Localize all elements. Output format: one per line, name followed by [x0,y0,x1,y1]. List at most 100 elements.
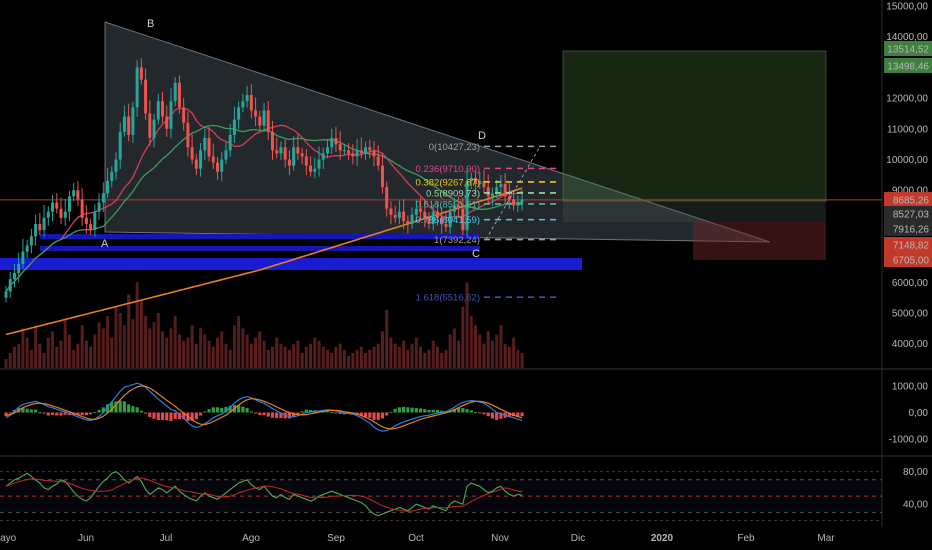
candle-body [173,82,177,102]
macd-histogram-bar [118,400,122,413]
candle-body [364,147,368,154]
macd-histogram-bar [431,409,435,413]
volume-bar [258,331,262,368]
candle-body [444,223,448,228]
volume-bar [262,340,266,368]
candle-body [385,187,389,209]
candle-body [46,211,50,218]
volume-bar [4,359,8,368]
volume-bar [372,346,376,368]
macd-histogram-bar [165,412,169,421]
volume-bar [334,346,338,368]
candle-body [262,110,266,126]
candle-body [211,156,215,163]
volume-bar [389,337,393,368]
volume-bar [59,340,63,368]
macd-histogram-bar [423,409,427,413]
volume-bar [342,349,346,368]
macd-histogram-bar [211,407,215,413]
macd-histogram-bar [292,412,296,417]
volume-bar [419,346,423,368]
macd-histogram-bar [105,404,110,413]
price-tag-bg [884,41,932,56]
candle-body [300,153,304,157]
volume-bar [34,325,38,368]
volume-bar [237,316,241,368]
candle-body [249,95,253,111]
volume-bar [469,316,473,368]
macd-histogram-bar [435,409,440,413]
candle-body [216,162,219,172]
candle-body [165,116,169,129]
candle-body [38,223,42,231]
candle-body [279,147,283,154]
candle-body [419,208,423,212]
macd-histogram-bar [220,408,224,413]
macd-histogram-bar [372,412,376,420]
candle-body [101,193,105,203]
time-axis-label: Feb [737,533,755,544]
volume-bar [241,328,245,368]
candle-body [325,147,329,154]
candle-body [292,147,296,166]
price-tag-bg [884,58,932,73]
macd-histogram-bar [80,412,84,416]
macd-histogram-bar [110,402,114,413]
candle-body [152,119,156,139]
candle-body [414,208,418,215]
volume-bar [38,343,42,368]
candle-body [139,67,143,80]
candle-body [283,147,287,160]
volume-bar [304,346,308,368]
macd-histogram-bar [427,409,431,413]
macd-histogram-bar [410,407,414,413]
volume-bar [101,328,105,368]
volume-bar [72,349,76,368]
candle-body [131,107,135,135]
macd-histogram-bar [127,404,131,413]
macd-histogram-bar [237,405,241,413]
macd-histogram-bar [253,412,258,414]
volume-bar [309,343,313,368]
time-axis-label: Mar [817,533,835,544]
volume-bar [474,325,478,368]
volume-bar [325,349,329,368]
volume-bar [216,337,219,368]
candle-body [67,196,71,212]
macd-histogram-bar [469,410,473,413]
macd-histogram-bar [228,405,232,413]
candle-body [338,144,342,151]
macd-histogram-bar [363,412,368,417]
macd-histogram-bar [245,408,249,413]
macd-histogram-bar [406,407,410,413]
volume-bar [169,328,173,368]
volume-bar [423,352,427,368]
candle-body [25,245,29,252]
macd-histogram-bar [473,412,478,414]
volume-bar [376,343,380,368]
stop-box [693,222,826,260]
macd-histogram-bar [499,412,503,419]
macd-histogram-bar [84,412,88,416]
candle-body [59,208,63,218]
volume-bar [25,337,29,368]
volume-bar [152,322,156,368]
volume-bar [67,334,71,368]
price-tag-bg [884,237,932,252]
volume-bar [300,352,304,368]
macd-histogram-bar [376,412,380,420]
volume-bar [29,349,33,368]
macd-histogram-bar [296,412,300,414]
volume-bar [512,337,516,368]
macd-histogram-bar [25,408,29,413]
macd-histogram-bar [135,407,139,413]
candle-body [351,153,355,157]
volume-bar [406,349,410,368]
candle-body [347,150,351,154]
volume-bar [317,340,321,368]
candle-body [321,153,325,160]
volume-bar [254,337,258,368]
candle-body [309,165,313,172]
